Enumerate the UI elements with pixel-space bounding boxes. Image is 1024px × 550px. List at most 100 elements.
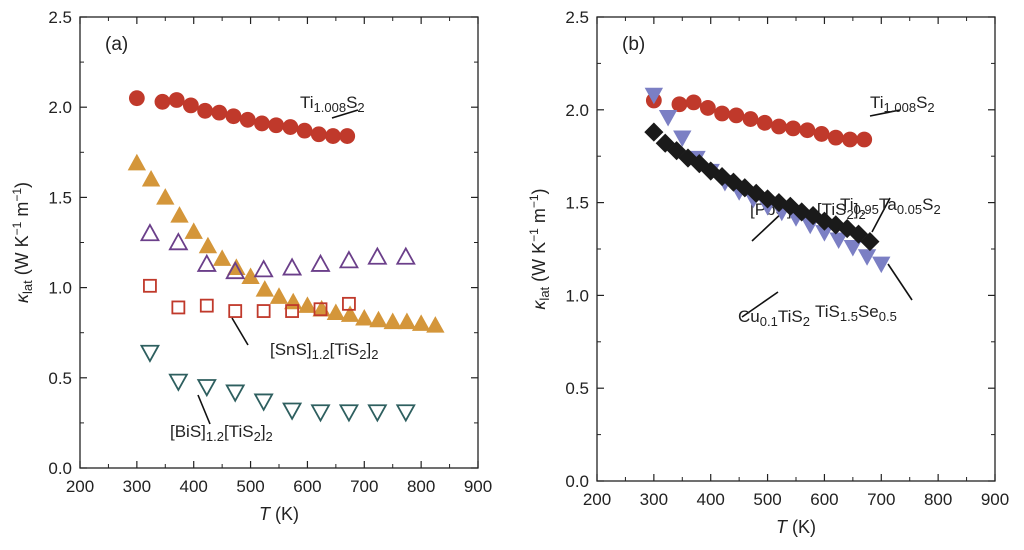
data-point bbox=[298, 296, 317, 313]
data-point bbox=[313, 302, 328, 317]
annotation-subscript: 2 bbox=[803, 314, 810, 329]
annotation-text: S bbox=[346, 93, 357, 112]
data-point bbox=[340, 305, 360, 322]
x-axis-title: T (K) bbox=[259, 504, 299, 524]
annotation-text: S bbox=[922, 195, 933, 214]
annotation-subscript: 0.95 bbox=[854, 202, 879, 217]
annotation-subscript: 2 bbox=[254, 429, 261, 444]
data-point bbox=[282, 402, 303, 421]
annotation-subscript: 2 bbox=[847, 207, 854, 222]
data-point bbox=[182, 97, 199, 114]
annotation-text: S bbox=[916, 93, 927, 112]
series-Ti1.008S2: Ti1.008S2 bbox=[645, 92, 935, 148]
data-point bbox=[198, 236, 218, 254]
annotation-text: Se bbox=[858, 302, 879, 321]
data-point bbox=[296, 122, 313, 139]
y-tick-label: 0.0 bbox=[565, 472, 589, 491]
data-point bbox=[255, 280, 274, 297]
data-point bbox=[253, 259, 274, 278]
annotation-subscript: 2 bbox=[933, 202, 940, 217]
x-tick-label: 200 bbox=[583, 490, 611, 509]
data-point bbox=[843, 239, 863, 257]
data-point bbox=[168, 232, 189, 251]
data-point bbox=[269, 287, 289, 304]
data-point bbox=[342, 296, 356, 311]
data-point bbox=[872, 256, 891, 274]
x-tick-label: 500 bbox=[236, 477, 264, 496]
annotation-text: [SnS] bbox=[270, 340, 312, 359]
annotation-text: [TiS bbox=[224, 422, 254, 441]
data-point bbox=[254, 115, 270, 132]
annotation-text: Ti bbox=[300, 93, 314, 112]
data-point bbox=[128, 90, 145, 107]
annotation-leader bbox=[741, 291, 779, 318]
annotation-subscript: 1.2 bbox=[206, 429, 224, 444]
y-tick-label: 2.0 bbox=[48, 98, 72, 117]
annotation-subscript: 0.05 bbox=[897, 202, 922, 217]
data-point bbox=[644, 87, 664, 105]
x-tick-label: 400 bbox=[697, 490, 725, 509]
y-axis-units: (W K bbox=[12, 235, 32, 280]
series-Ti1.008S2: Ti1.008S2 bbox=[128, 90, 365, 144]
data-point bbox=[139, 223, 160, 242]
annotation-text: ] bbox=[261, 422, 266, 441]
data-point bbox=[168, 92, 185, 108]
annotation-leader bbox=[331, 109, 359, 119]
data-point bbox=[143, 278, 157, 293]
annotation-text: TiS bbox=[778, 307, 803, 326]
annotation-subscript: 2 bbox=[371, 347, 378, 362]
data-point bbox=[689, 154, 709, 174]
x-axis-unit: (K) bbox=[270, 504, 299, 524]
x-tick-label: 300 bbox=[640, 490, 668, 509]
data-point bbox=[284, 292, 303, 310]
annotation-subscript: 0.1 bbox=[760, 314, 778, 329]
data-point bbox=[239, 111, 256, 128]
y-axis-mid: m bbox=[529, 208, 549, 228]
data-point bbox=[268, 117, 285, 134]
data-point bbox=[367, 404, 388, 423]
x-tick-label: 600 bbox=[293, 477, 321, 496]
data-point bbox=[225, 108, 242, 125]
data-point bbox=[338, 250, 359, 269]
data-point bbox=[860, 232, 880, 252]
annotation-subscript: 2 bbox=[927, 100, 934, 115]
data-point bbox=[383, 312, 402, 330]
series-Ti0.95Ta0.05S2: Ti0.95Ta0.05S2 bbox=[644, 122, 941, 252]
data-point bbox=[829, 232, 848, 250]
annotation-leader bbox=[887, 263, 913, 301]
series-Cu0.1TiS2: Cu0.1TiS2 bbox=[127, 153, 810, 333]
panel-label: (b) bbox=[622, 34, 645, 55]
annotation-text: Ta bbox=[879, 195, 898, 214]
y-axis-title: κlat (W K−1 m−1) bbox=[10, 182, 35, 303]
data-point bbox=[685, 94, 702, 111]
annotation-text: Cu bbox=[738, 307, 760, 326]
data-point bbox=[156, 188, 175, 205]
data-point bbox=[367, 246, 388, 265]
annotation-text: [BiS] bbox=[170, 422, 206, 441]
data-point bbox=[848, 224, 869, 244]
data-point bbox=[228, 304, 243, 318]
annotation-subscript: 2 bbox=[359, 347, 366, 362]
y-tick-label: 0.0 bbox=[48, 459, 72, 478]
data-point bbox=[756, 114, 773, 131]
annotation-text: TiS bbox=[815, 302, 840, 321]
annotation-leader bbox=[197, 394, 211, 425]
data-point bbox=[141, 170, 161, 187]
y-tick-label: 0.5 bbox=[48, 369, 72, 388]
y-axis-symbol: κ bbox=[12, 293, 32, 303]
x-axis-symbol: T bbox=[259, 504, 272, 524]
data-point bbox=[411, 314, 431, 331]
data-point bbox=[857, 249, 877, 266]
data-point bbox=[326, 303, 346, 321]
x-tick-label: 300 bbox=[123, 477, 151, 496]
y-axis-exp1: −1 bbox=[10, 221, 24, 235]
y-tick-label: 2.5 bbox=[48, 8, 72, 27]
series-annotation: Ti0.95Ta0.05S2 bbox=[840, 195, 941, 217]
data-point bbox=[771, 118, 787, 135]
x-tick-label: 700 bbox=[867, 490, 895, 509]
x-tick-label: 500 bbox=[753, 490, 781, 509]
data-point bbox=[339, 128, 356, 144]
data-point bbox=[310, 126, 327, 143]
data-point bbox=[225, 261, 246, 280]
